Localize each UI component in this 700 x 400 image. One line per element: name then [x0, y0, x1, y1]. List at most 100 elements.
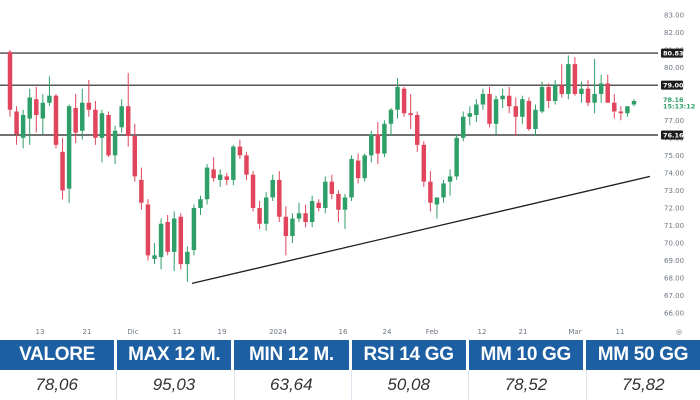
y-tick-label: 69.00	[664, 257, 684, 265]
candle-body	[598, 83, 604, 94]
x-axis: 13 21 Dic 11 19 2024 16 24 Feb 12 21 Mar 11 ◎	[36, 328, 683, 336]
candle-body	[20, 115, 26, 138]
candle-body	[355, 160, 361, 179]
x-tick-label: Feb	[426, 328, 439, 336]
candle-body	[86, 102, 92, 110]
header-max-12m: MAX 12 M.	[117, 340, 232, 370]
x-tick-label: 11	[173, 328, 182, 336]
candle-body	[296, 213, 302, 219]
candle-body	[520, 99, 525, 117]
trendline	[191, 175, 651, 285]
candle-body	[408, 113, 413, 116]
candle-body	[592, 93, 597, 103]
candle-body	[572, 64, 578, 94]
candle-body	[559, 85, 564, 94]
price-tag-time: 15:13:12	[663, 102, 695, 110]
candle-body	[211, 169, 216, 179]
candle-body	[14, 111, 19, 135]
candle-body	[579, 88, 584, 94]
x-tick-label: 2024	[269, 328, 287, 336]
candle-body	[342, 197, 348, 210]
value-valore: 78,06	[35, 375, 78, 394]
candle-body	[309, 200, 315, 223]
candle-body	[349, 158, 354, 198]
candle-body	[585, 88, 591, 103]
candle-body	[191, 207, 197, 251]
horizontal-levels	[0, 52, 658, 136]
candle-body	[204, 167, 210, 200]
candle-body	[316, 202, 321, 208]
x-tick-label: 24	[383, 328, 392, 336]
y-tick-label: 74.00	[664, 169, 684, 177]
candle-body	[178, 216, 184, 265]
x-tick-label: Mar	[568, 328, 581, 336]
stats-header-row: VALORE MAX 12 M. MIN 12 M. RSI 14 GG MM …	[0, 340, 700, 370]
y-tick-label: 75.00	[664, 152, 684, 160]
candle-body	[263, 197, 269, 224]
candle-body	[539, 86, 545, 112]
x-tick-label: 12	[478, 328, 487, 336]
price-tag-box	[661, 48, 683, 58]
candle-body	[112, 130, 118, 156]
candle-body	[34, 99, 39, 116]
candle-body	[139, 179, 144, 203]
candle-body	[217, 174, 223, 180]
candle-body	[493, 99, 499, 124]
candle-body	[480, 93, 486, 105]
y-tick-label: 72.00	[664, 204, 684, 212]
candle-body	[612, 102, 617, 112]
candle-body	[566, 64, 571, 94]
candle-body	[257, 207, 262, 224]
candle-body	[231, 146, 236, 180]
candle-body	[283, 216, 289, 237]
candle-body	[145, 204, 151, 256]
candle-body	[290, 218, 295, 237]
value-rsi-14: 50,08	[350, 370, 465, 400]
settings-glyph: ◎	[676, 328, 682, 336]
candle-body	[270, 179, 275, 198]
candle-body	[171, 218, 177, 252]
candle-body	[441, 183, 446, 198]
candle-body	[99, 113, 105, 138]
candle-body	[428, 181, 433, 203]
candle-body	[434, 197, 440, 205]
candle-body	[224, 176, 229, 180]
candle-body	[244, 155, 249, 175]
candle-body	[513, 106, 519, 117]
price-tag-label: 79.00	[663, 81, 684, 89]
candle-body	[454, 137, 459, 177]
y-tick-label: 66.00	[664, 310, 684, 318]
x-tick-label: Dic	[127, 328, 138, 336]
price-tag-box	[661, 80, 683, 90]
candle-body	[237, 146, 243, 156]
price-tag-label: 78.16	[663, 96, 684, 104]
candle-body	[631, 100, 637, 105]
header-rsi-14: RSI 14 GG	[351, 340, 466, 370]
candle-body	[93, 109, 98, 138]
candle-body	[60, 151, 65, 191]
candle-body	[362, 155, 367, 179]
candle-body	[382, 123, 387, 154]
candle-body	[552, 85, 558, 101]
stats-table: VALORE MAX 12 M. MIN 12 M. RSI 14 GG MM …	[0, 340, 700, 400]
candle-body	[73, 107, 78, 133]
candle-body	[336, 193, 341, 210]
y-tick-label: 80.00	[664, 64, 684, 72]
candle-body	[165, 222, 170, 252]
candle-body	[198, 199, 203, 208]
candle-body	[526, 100, 532, 130]
candle-body	[7, 51, 13, 110]
candle-body	[421, 144, 427, 182]
value-max-12m: 95,03	[116, 370, 230, 400]
candle-body	[323, 181, 328, 208]
candle-body	[303, 213, 308, 223]
y-tick-label: 70.00	[664, 240, 684, 248]
stats-value-row: 78,06 95,03 63,64 50,08 78,52 75,82	[0, 370, 700, 400]
x-tick-label: 21	[83, 328, 92, 336]
candle-body	[401, 88, 407, 114]
candle-body	[388, 109, 394, 124]
candle-body	[80, 102, 85, 131]
candle-body	[40, 102, 46, 119]
candle-body	[546, 86, 551, 101]
